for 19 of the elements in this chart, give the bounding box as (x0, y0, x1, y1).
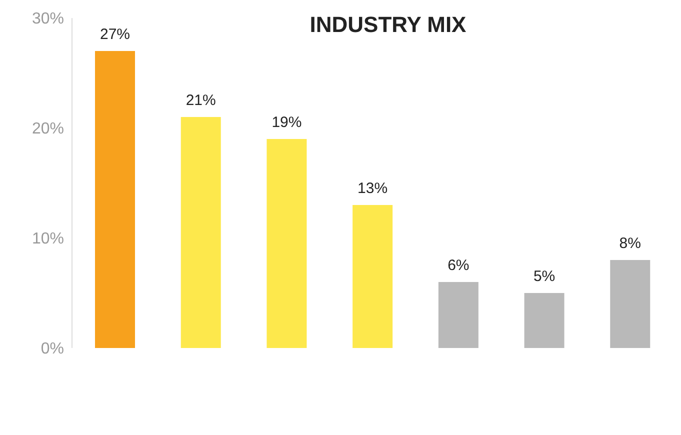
chart-title: INDUSTRY MIX (308, 12, 468, 38)
bar (524, 293, 564, 348)
data-label: 6% (448, 257, 470, 274)
bar (180, 117, 221, 348)
y-tick-label: 10% (32, 230, 64, 248)
y-tick-label: 20% (32, 120, 64, 138)
bar (352, 205, 393, 348)
data-label: 19% (272, 114, 302, 131)
y-tick-label: 0% (40, 340, 64, 358)
bar (95, 51, 135, 348)
data-label: 8% (619, 235, 641, 252)
y-tick-label: 30% (32, 10, 64, 28)
data-label: 5% (533, 268, 556, 285)
bar (610, 260, 650, 348)
data-label: 13% (358, 180, 388, 197)
bar (266, 139, 307, 348)
bar (438, 282, 478, 348)
data-label: 21% (186, 92, 216, 109)
data-label: 27% (100, 26, 130, 43)
